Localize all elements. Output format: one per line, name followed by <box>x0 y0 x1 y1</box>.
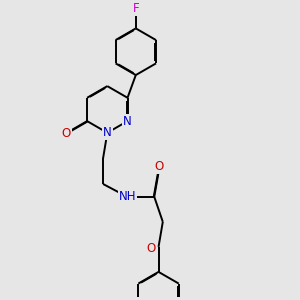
Text: O: O <box>61 127 71 140</box>
Text: O: O <box>154 160 163 173</box>
Text: O: O <box>147 242 156 255</box>
Text: N: N <box>123 115 132 128</box>
Text: N: N <box>103 126 112 139</box>
Text: NH: NH <box>118 190 136 203</box>
Text: F: F <box>133 2 139 15</box>
